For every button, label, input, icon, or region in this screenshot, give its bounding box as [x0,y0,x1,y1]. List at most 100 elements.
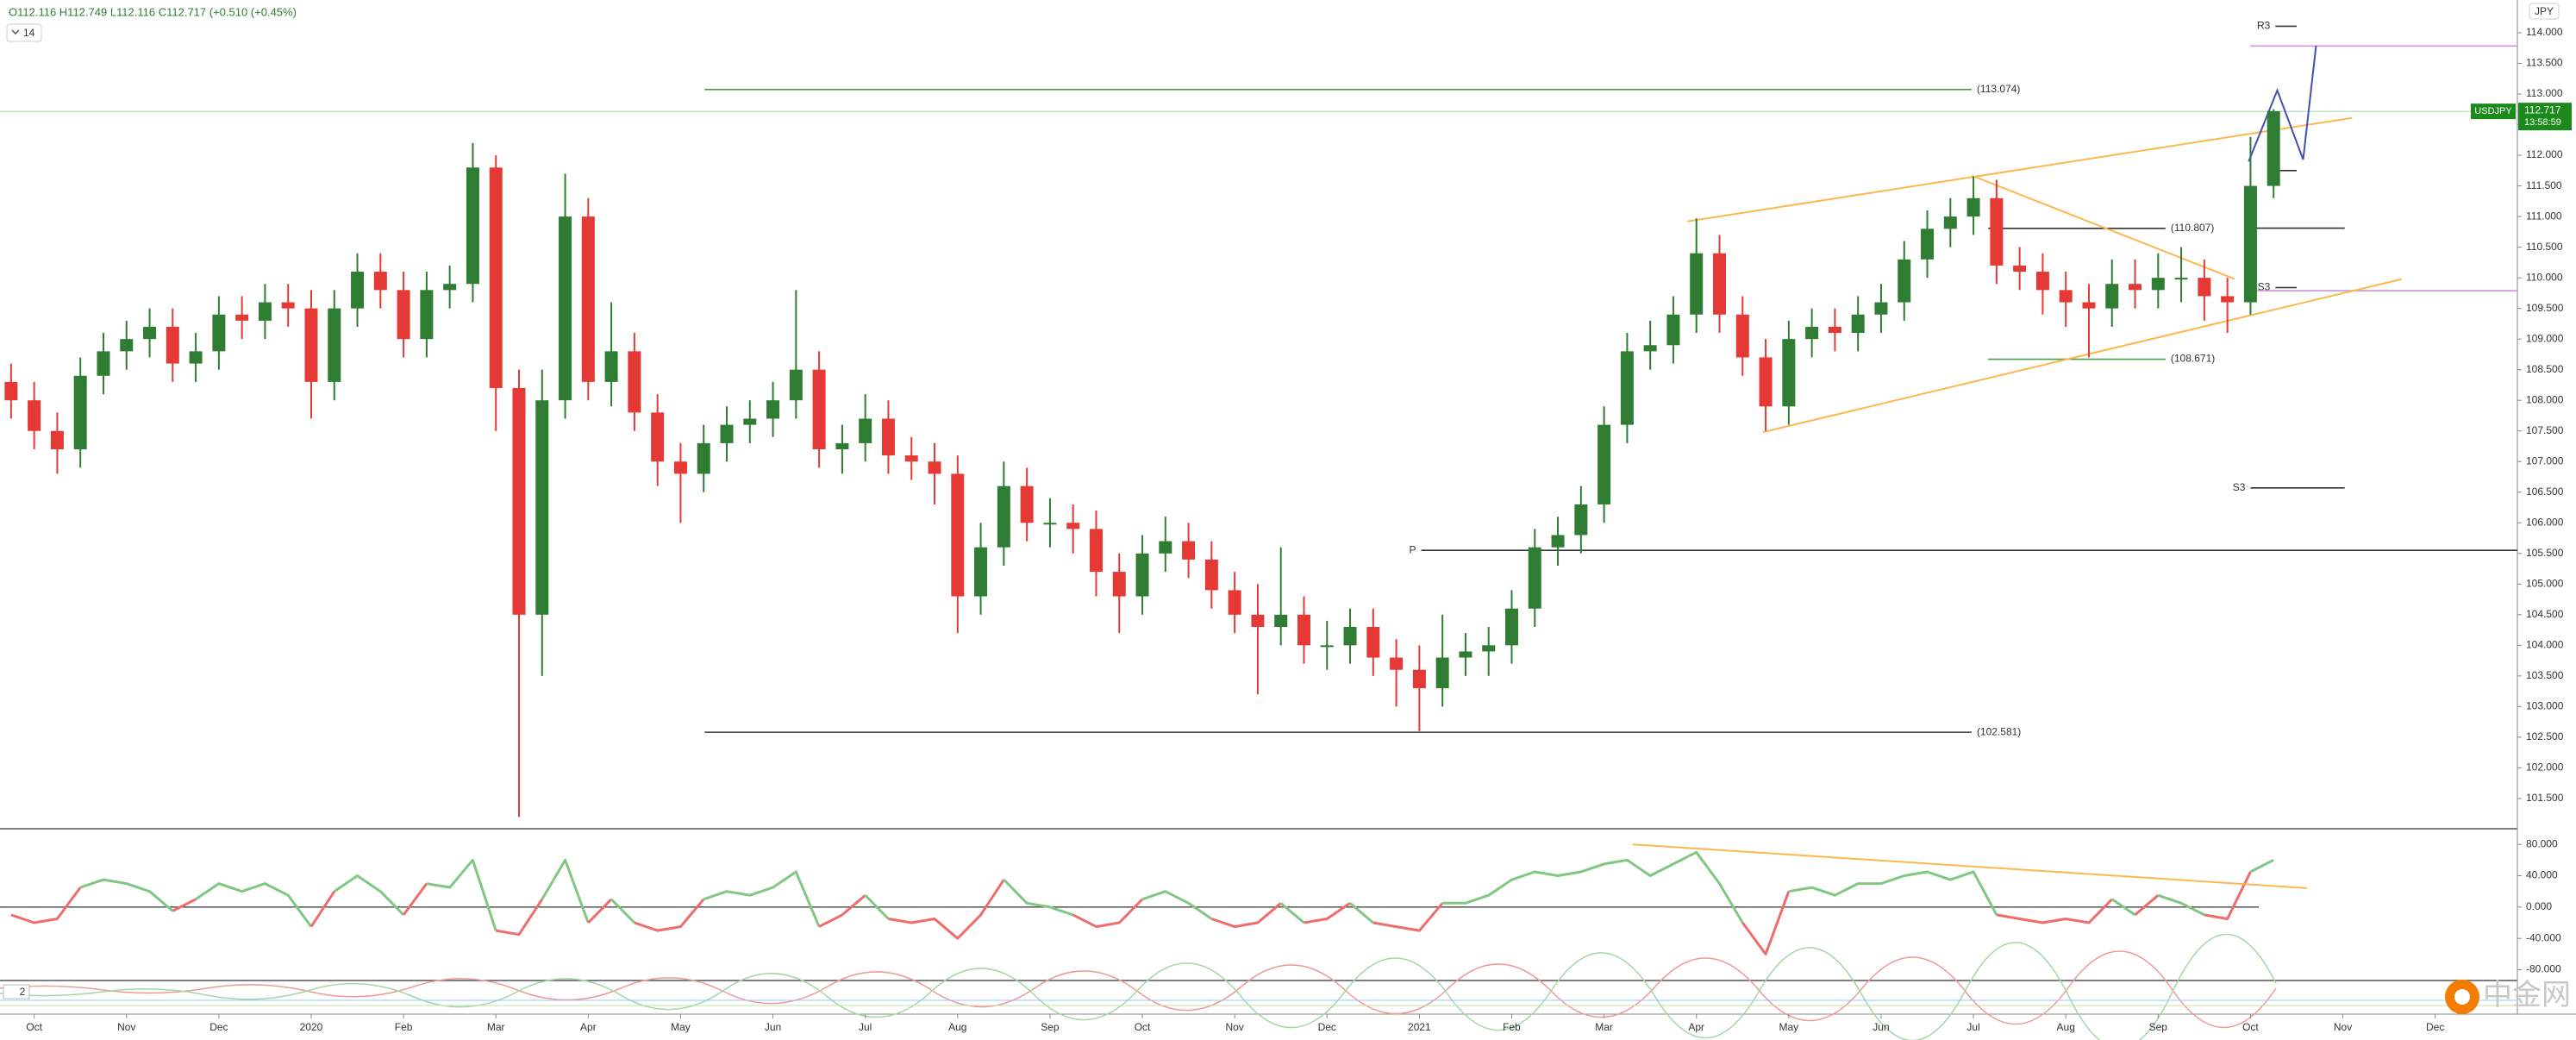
osc-line [1741,891,1791,955]
level-label: R3 [2257,20,2271,32]
y-tick-label: 103.500 [2526,669,2564,681]
candle-body [1528,547,1541,609]
candle-body [1089,529,1103,573]
candle-body [559,216,572,401]
y-tick-label: 105.000 [2526,577,2564,589]
candle-body [789,369,803,401]
osc-line [1442,850,1744,924]
candle-body [420,290,434,340]
level-label: S3 [2233,481,2246,493]
x-tick-label: Mar [487,1021,505,1033]
candle-body [1228,590,1241,615]
candle-body [304,308,318,382]
osc-line [1210,902,1282,929]
candle-body [1320,645,1334,648]
candle-body [673,461,687,474]
candle-body [1643,345,1657,352]
price-tag [2518,103,2572,131]
candle-body [1851,314,1865,334]
x-tick-label: Jun [765,1021,781,1033]
watermark-logo [2454,989,2470,1005]
osc-line [610,898,635,924]
x-tick-label: 2020 [300,1021,323,1033]
candle-body [1135,553,1149,597]
y-tick-label: 106.000 [2526,516,2564,528]
candle-body [1921,229,1935,260]
mini-line [0,933,2277,1040]
y-tick-label: 109.500 [2526,302,2564,314]
osc-line [1372,902,1444,932]
candle-body [1943,216,1957,229]
candle-body [1390,657,1404,670]
candle-body [28,400,41,431]
trendline [1971,174,2235,280]
candle-body [1805,326,1819,340]
osc-line [2157,893,2205,917]
candle-body [1505,608,1518,646]
x-tick-label: Sep [1041,1021,1060,1033]
x-tick-label: Dec [1318,1021,1336,1033]
level-label: (108.671) [2171,353,2215,365]
candle-body [189,351,203,364]
candle-body [720,424,734,443]
candle-body [928,461,941,474]
panel-label-box[interactable] [3,984,30,999]
y-tick-label: 111.500 [2526,179,2562,191]
candle-body [2267,110,2280,186]
candle-body [1459,651,1472,658]
osc-line [333,874,405,916]
candle-body [766,400,780,419]
trendline [2248,45,2317,162]
candle-body [466,167,479,285]
y-tick-label: 110.000 [2526,271,2563,283]
candle-body [628,351,641,413]
osc-line [1304,902,1351,924]
currency-box[interactable] [2529,3,2560,20]
interval-box[interactable] [6,23,42,42]
osc-line [426,858,497,931]
candle-body [1690,253,1704,315]
candle-body [1297,614,1310,646]
y-tick-label: 102.500 [2526,730,2564,742]
candle-body [2082,302,2096,309]
candle-body [1251,614,1265,628]
y-tick-label: 104.500 [2526,608,2564,620]
x-tick-label: Oct [26,1021,42,1033]
osc-tick-label: -40.000 [2526,931,2561,943]
osc-line [541,858,590,924]
y-tick-label: 103.000 [2526,700,2564,712]
symbol-tag [2471,103,2516,120]
candle-body [1597,424,1611,504]
candle-body [4,381,18,401]
y-tick-label: 110.500 [2526,241,2563,253]
y-tick-label: 111.000 [2526,210,2562,222]
level-label: (110.807) [2171,222,2214,234]
candle-body [73,375,87,450]
candle-body [1159,541,1172,554]
candle-body [1412,669,1426,689]
osc-line [495,898,544,937]
x-tick-label: Jul [859,1021,872,1033]
x-tick-label: Jul [1966,1021,1979,1033]
candle-body [1435,657,1449,689]
x-tick-label: Jun [1873,1021,1889,1033]
candle-body [1759,357,1773,407]
candle-body [166,326,179,364]
candle-body [258,302,272,321]
osc-line [195,882,313,928]
candle-body [443,284,457,291]
candle-body [1966,197,1980,217]
y-tick-label: 104.000 [2526,638,2564,650]
candle-body [1990,197,2004,266]
candle-body [512,387,526,615]
candle-body [1898,259,1911,303]
osc-tick-label: -80.000 [2526,963,2561,975]
y-tick-label: 101.500 [2526,792,2564,804]
level-label: (102.581) [1977,725,2021,737]
candle-body [397,290,410,340]
candle-body [1274,614,1288,628]
candle-body [1782,339,1796,407]
price-tag-value: 112.717 [2524,103,2561,116]
candle-body [604,351,618,382]
